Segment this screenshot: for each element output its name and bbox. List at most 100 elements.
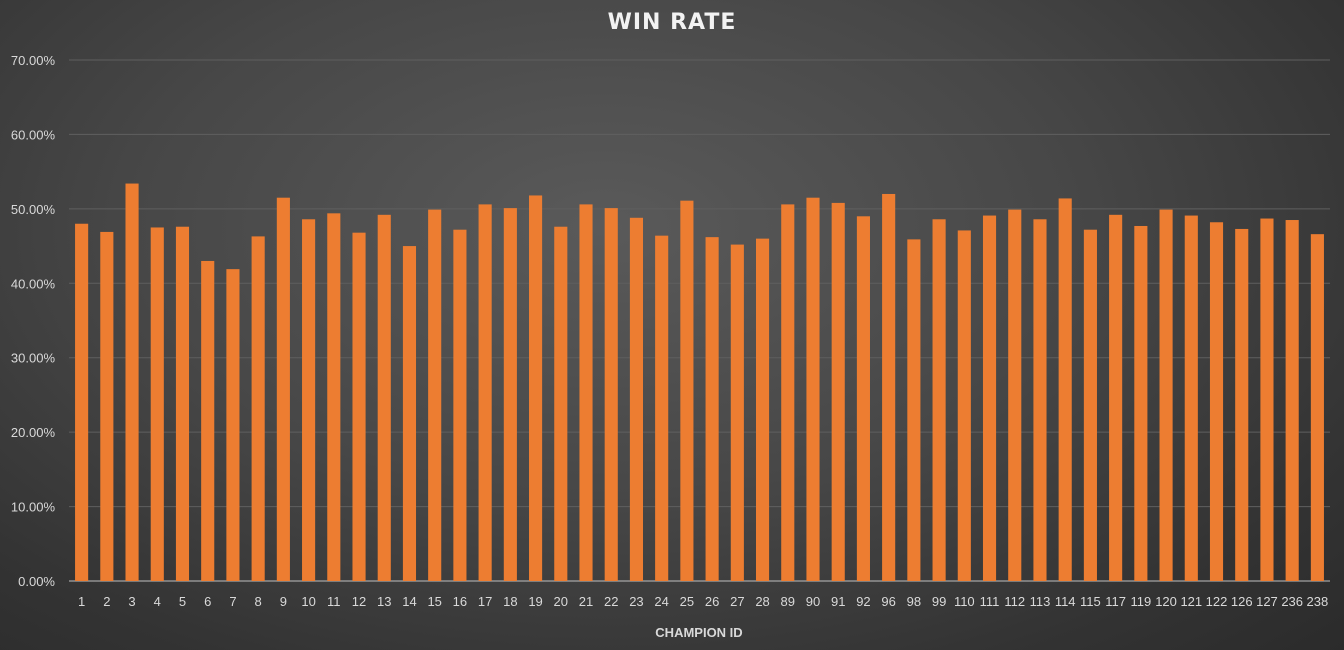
x-tick-label: 25 [680,594,694,609]
bar [932,219,946,581]
bar [680,200,694,582]
bar [604,208,618,581]
x-tick-label: 238 [1307,594,1329,609]
x-tick-label: 114 [1055,594,1076,609]
x-tick-label: 4 [154,594,161,609]
x-tick-label: 18 [503,594,517,609]
bar [1260,218,1274,582]
bar [907,239,921,581]
bar [882,193,896,581]
bar [629,217,644,581]
bar [377,214,391,581]
bar [1109,214,1123,581]
bar [655,235,669,581]
bar [529,195,543,581]
x-tick-label: 110 [954,594,975,609]
bar [1033,219,1047,581]
x-tick-label: 27 [730,594,744,609]
x-tick-label: 90 [806,594,820,609]
x-tick-label: 15 [427,594,441,609]
bar [428,209,442,581]
bar [856,216,870,582]
bar [503,208,517,581]
x-tick-label: 28 [755,594,769,609]
x-tick-label: 24 [654,594,668,609]
bar [806,197,820,581]
y-tick-label: 10.00% [11,500,56,515]
bar [982,215,997,581]
bar [1235,228,1249,581]
bar [1285,220,1299,581]
bar [75,223,89,581]
y-tick-label: 60.00% [11,127,56,142]
x-tick-label: 115 [1080,594,1101,609]
x-tick-label: 22 [604,594,618,609]
x-tick-label: 13 [377,594,391,609]
bar [327,213,341,581]
x-tick-label: 26 [705,594,719,609]
x-tick-label: 9 [280,594,287,609]
bar [226,269,240,581]
bar [453,229,467,581]
y-tick-label: 0.00% [18,574,55,589]
x-tick-label: 92 [856,594,870,609]
x-tick-label: 119 [1130,594,1151,609]
chart-title: WIN RATE [607,10,737,35]
y-tick-label: 40.00% [11,276,56,291]
x-tick-label: 20 [554,594,568,609]
bar [1159,209,1173,581]
x-tick-label: 1 [78,594,85,609]
x-tick-label: 19 [528,594,542,609]
bar [781,204,795,582]
y-tick-label: 50.00% [11,202,56,217]
bar [705,237,719,581]
x-tick-label: 17 [478,594,492,609]
bar [1209,222,1224,582]
bars [75,183,1324,582]
x-axis-title: CHAMPION ID [655,625,743,640]
bar [1083,229,1097,581]
bar [831,202,845,581]
x-axis-ticks: 1 2 3 4 5 6 7 8 9 10 11 12 13 14 15 16 17 18 19 20 21 22 23 24 2… [78,594,1328,609]
x-tick-label: 14 [402,594,416,609]
x-tick-label: 236 [1281,594,1303,609]
bar [1310,234,1324,582]
x-tick-label: 98 [907,594,921,609]
bar [1058,198,1072,582]
x-tick-label: 2 [103,594,110,609]
bar [100,231,114,581]
x-tick-label: 91 [831,594,845,609]
bar [251,236,265,581]
x-tick-label: 10 [301,594,315,609]
bar [150,227,164,581]
x-tick-label: 8 [255,594,262,609]
y-tick-label: 20.00% [11,425,56,440]
x-tick-label: 16 [453,594,467,609]
bar [730,244,744,581]
x-tick-label: 127 [1256,594,1278,609]
bar [276,197,290,581]
bar [755,238,770,581]
x-tick-label: 121 [1180,594,1202,609]
x-tick-label: 5 [179,594,186,609]
y-tick-label: 70.00% [11,53,56,68]
x-tick-label: 23 [629,594,643,609]
x-tick-label: 120 [1155,594,1177,609]
x-tick-label: 122 [1206,594,1228,609]
x-tick-label: 89 [781,594,795,609]
bar [1008,209,1022,581]
x-tick-label: 21 [579,594,593,609]
bar [302,219,316,581]
x-tick-label: 96 [881,594,895,609]
y-tick-label: 30.00% [11,351,56,366]
bar [957,230,971,582]
x-tick-label: 3 [128,594,135,609]
x-tick-label: 11 [327,594,341,609]
bar [554,226,568,581]
bar [1184,215,1198,581]
bar [201,260,215,581]
bar [352,232,366,581]
x-tick-label: 12 [352,594,366,609]
